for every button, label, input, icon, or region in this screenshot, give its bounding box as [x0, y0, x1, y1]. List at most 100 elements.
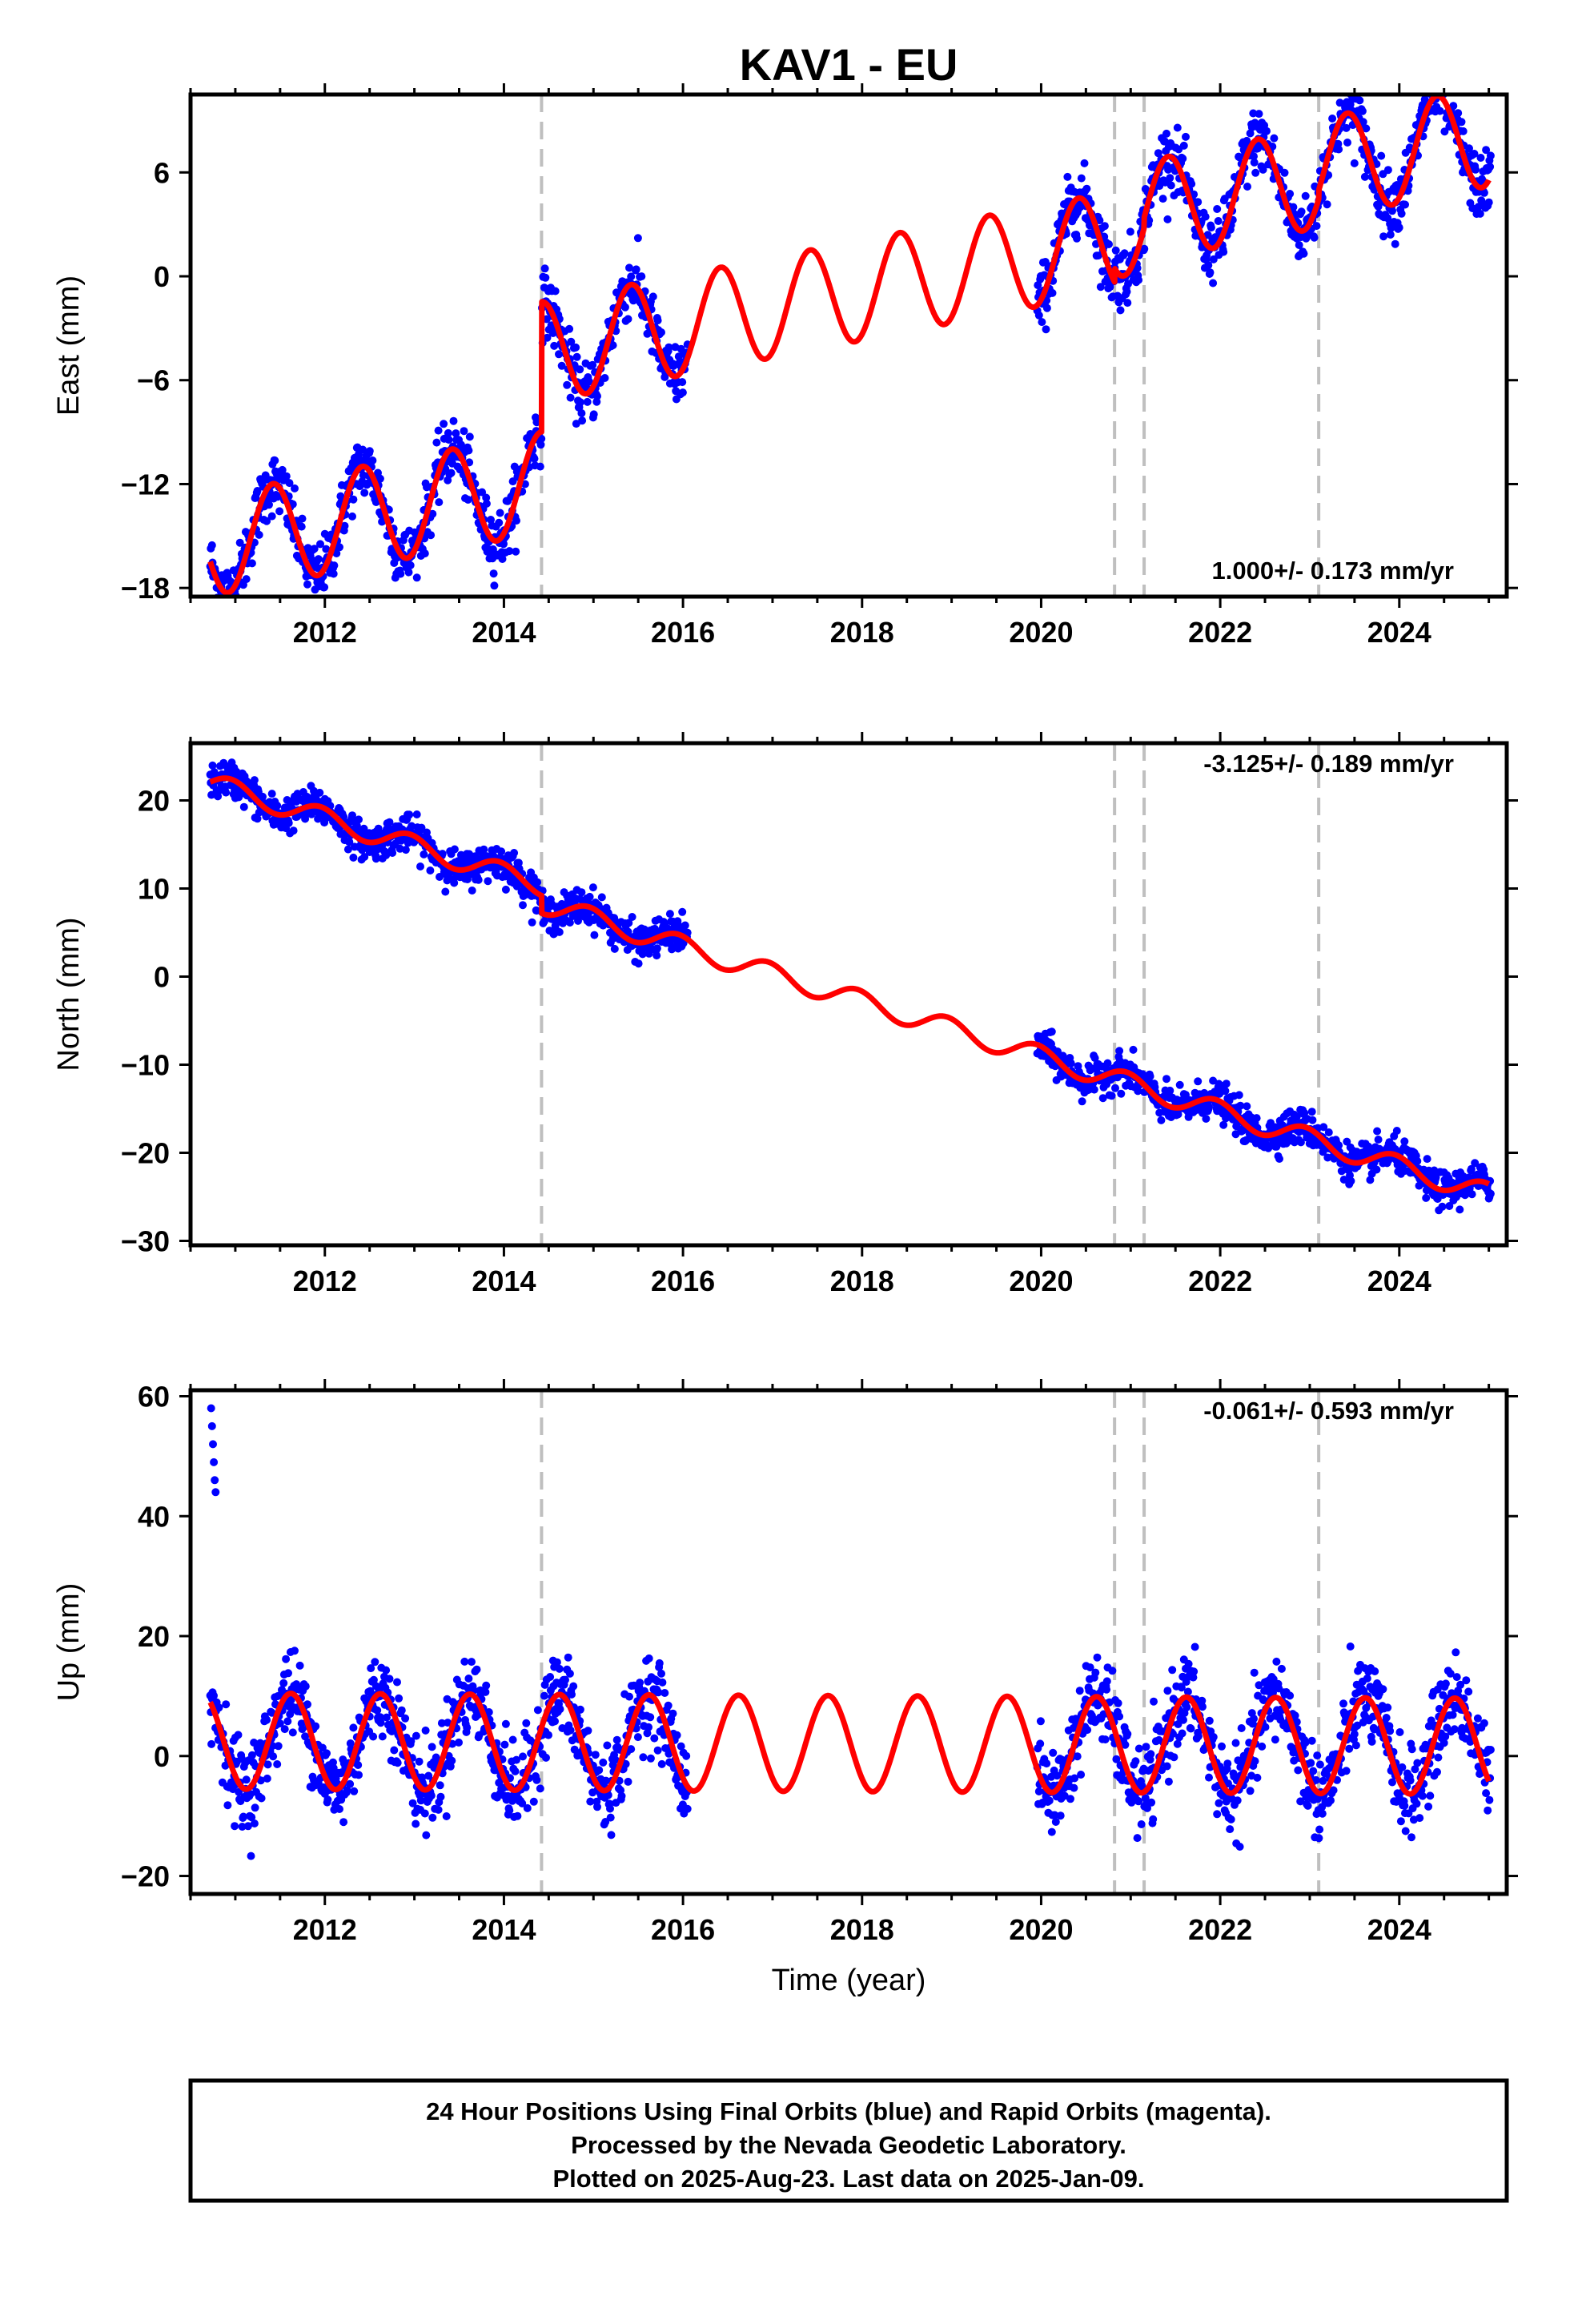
data-point — [207, 541, 216, 549]
data-point — [340, 521, 349, 530]
data-point — [1482, 1789, 1491, 1798]
data-point — [449, 416, 458, 425]
data-point — [1371, 1667, 1379, 1675]
data-point — [1480, 1719, 1488, 1727]
data-point — [336, 492, 345, 501]
x-tick-label: 2018 — [830, 616, 894, 649]
data-point — [567, 337, 576, 346]
data-point — [673, 1731, 681, 1739]
data-point — [530, 454, 539, 463]
data-point — [625, 263, 633, 272]
data-point — [1309, 1767, 1318, 1775]
data-point — [1398, 1763, 1407, 1771]
data-point — [1434, 55, 1442, 63]
y-tick-label: −10 — [121, 1049, 170, 1082]
data-point — [1441, 1679, 1450, 1688]
data-point — [1107, 1092, 1116, 1100]
data-point — [1406, 1776, 1415, 1785]
data-point — [1101, 1735, 1110, 1744]
x-tick-label: 2016 — [651, 1265, 715, 1297]
data-point — [1447, 83, 1455, 91]
data-point — [1123, 299, 1132, 308]
data-point — [1360, 172, 1369, 181]
data-point — [1082, 184, 1091, 193]
data-point — [263, 1715, 271, 1724]
data-point — [1126, 227, 1134, 236]
data-point — [223, 1801, 232, 1810]
data-point — [519, 1752, 527, 1761]
data-point — [420, 549, 429, 558]
data-point — [1115, 1712, 1124, 1721]
data-point — [576, 398, 584, 407]
data-point — [1401, 200, 1409, 209]
data-point — [212, 606, 220, 614]
data-point — [1323, 200, 1331, 209]
data-point — [1472, 165, 1480, 174]
data-point — [595, 1766, 604, 1775]
data-point — [1042, 325, 1050, 334]
data-point — [1350, 159, 1359, 167]
y-tick-label: −6 — [137, 364, 170, 397]
data-point — [1204, 261, 1213, 270]
data-point — [282, 1655, 291, 1663]
data-point — [1243, 183, 1251, 191]
y-tick-label: 20 — [138, 785, 170, 818]
data-point — [632, 265, 640, 274]
data-point — [603, 1741, 612, 1750]
data-point — [390, 1746, 399, 1755]
data-point — [1379, 232, 1388, 241]
plot-frame — [188, 741, 1509, 1248]
data-point — [415, 1757, 424, 1766]
data-point — [1346, 1642, 1355, 1651]
data-point — [1094, 251, 1102, 260]
data-point — [230, 611, 238, 619]
data-point — [1226, 1825, 1235, 1834]
data-point — [564, 1653, 572, 1662]
data-point — [566, 393, 575, 402]
data-point — [1340, 82, 1348, 90]
data-point — [1111, 1084, 1119, 1092]
data-point — [295, 1661, 304, 1670]
up-panel: 2012 2014 2016 2018 2020 2022 2024−200204060Up… — [52, 1379, 1518, 1946]
data-point — [551, 1717, 559, 1726]
data-point — [316, 540, 324, 549]
data-point — [1431, 77, 1439, 85]
data-point — [556, 1705, 564, 1714]
data-point — [221, 599, 229, 607]
data-point — [435, 498, 444, 507]
data-point — [551, 287, 560, 296]
data-point — [350, 1787, 359, 1795]
data-point — [678, 907, 687, 916]
data-point — [1377, 151, 1386, 160]
data-point — [1457, 118, 1466, 127]
data-point — [1339, 85, 1347, 93]
data-point — [460, 1657, 469, 1666]
data-point — [1163, 1687, 1172, 1695]
data-point — [1415, 1814, 1424, 1823]
data-point — [1186, 1724, 1195, 1733]
data-point — [1162, 1075, 1170, 1084]
data-point — [1413, 1759, 1422, 1767]
data-point — [1091, 1668, 1100, 1677]
data-point — [472, 1665, 481, 1674]
data-point — [1383, 1703, 1392, 1712]
data-point — [251, 1803, 259, 1812]
data-point — [335, 1805, 343, 1813]
data-point — [1090, 1085, 1098, 1094]
data-point — [1439, 74, 1447, 82]
data-point — [607, 1831, 616, 1839]
data-point — [274, 1742, 283, 1751]
data-point — [657, 328, 665, 336]
data-point — [1034, 311, 1043, 320]
data-point — [669, 1709, 677, 1718]
data-point — [590, 931, 599, 939]
data-point — [271, 456, 279, 464]
data-point — [1308, 1116, 1317, 1124]
data-point — [1374, 1136, 1383, 1144]
data-point — [1221, 1087, 1230, 1096]
data-point — [1157, 1116, 1166, 1124]
data-point — [540, 264, 549, 273]
data-point — [588, 883, 597, 892]
figure-title: KAV1 - EU — [740, 39, 958, 90]
data-point — [365, 447, 374, 456]
